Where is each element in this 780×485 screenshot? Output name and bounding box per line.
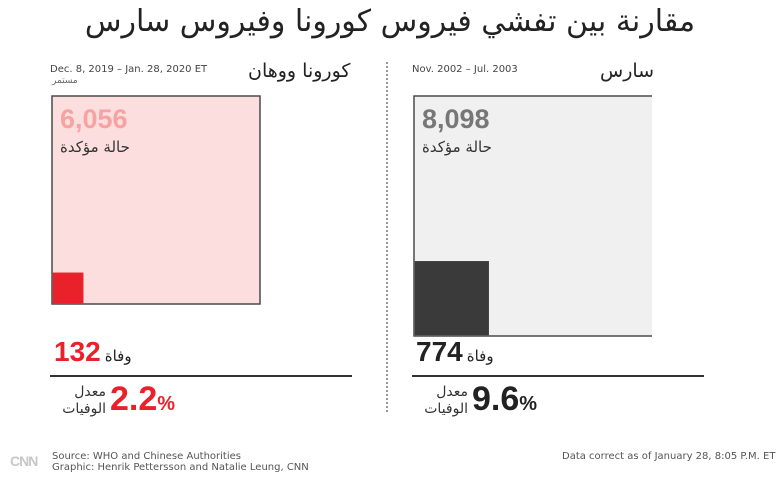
fatality-rate-label: معدل الوفيات: [62, 384, 106, 417]
panel-divider: [386, 62, 388, 412]
deaths-value-group: 774 وفاة: [416, 336, 494, 368]
deaths-label: وفاة: [104, 347, 132, 365]
deaths-square: [414, 261, 489, 336]
status-label: مستمر: [52, 76, 78, 86]
confirmed-cases-number: 8,098: [422, 104, 490, 134]
date-range: Dec. 8, 2019 – Jan. 28, 2020 ET: [50, 64, 208, 75]
cases-area-chart: 8,098 حالة مؤكدة: [413, 95, 652, 337]
percent-sign: %: [519, 393, 538, 415]
fatality-rate-value: 2.2%: [110, 380, 175, 419]
deaths-number: 774: [416, 336, 463, 367]
deaths-number: 132: [54, 336, 101, 367]
deaths-square: [52, 272, 84, 304]
separator-line: [50, 375, 352, 377]
deaths-label: وفاة: [466, 347, 494, 365]
fatality-rate-value: 9.6%: [472, 380, 537, 419]
footer-source: Source: WHO and Chinese Authorities Grap…: [52, 451, 309, 473]
source-text: Source: WHO and Chinese Authorities: [52, 451, 241, 462]
percent-sign: %: [157, 393, 176, 415]
cases-area-chart: 6,056 حالة مؤكدة: [51, 95, 261, 305]
panel-wuhan: Dec. 8, 2019 – Jan. 28, 2020 ET مستمر كو…: [50, 60, 370, 430]
fatality-rate-label: معدل الوفيات: [424, 384, 468, 417]
confirmed-cases-square: [51, 95, 261, 305]
fatality-rate-number: 9.6: [472, 380, 520, 418]
credit-text: Graphic: Henrik Pettersson and Natalie L…: [52, 462, 309, 473]
confirmed-cases-number: 6,056: [60, 104, 128, 134]
panel-title: كورونا ووهان: [248, 60, 351, 82]
cnn-logo: CNN: [10, 453, 38, 469]
panel-sars: Nov. 2002 – Jul. 2003 سارس 8,098 حالة مؤك…: [412, 60, 732, 430]
chart-title: مقارنة بين تفشي فيروس كورونا وفيروس سارس: [84, 4, 696, 39]
confirmed-cases-label: حالة مؤكدة: [422, 138, 492, 156]
panel-title: سارس: [600, 60, 655, 82]
date-range: Nov. 2002 – Jul. 2003: [412, 64, 518, 75]
separator-line: [412, 375, 704, 377]
footer-note: Data correct as of January 28, 8:05 P.M.…: [562, 451, 776, 462]
deaths-value-group: 132 وفاة: [54, 336, 132, 368]
fatality-rate-number: 2.2: [110, 380, 158, 418]
confirmed-cases-label: حالة مؤكدة: [60, 138, 130, 156]
